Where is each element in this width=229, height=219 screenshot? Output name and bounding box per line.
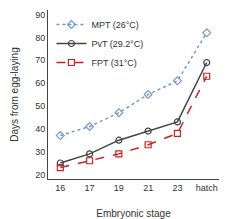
svg-text:80: 80 [35,33,45,43]
svg-text:21: 21 [143,183,153,193]
svg-text:30: 30 [35,147,45,157]
svg-text:Days from egg-laying: Days from egg-laying [9,47,20,141]
svg-text:FPT (31°C): FPT (31°C) [91,58,136,68]
svg-text:90: 90 [35,10,45,20]
svg-text:16: 16 [55,183,65,193]
svg-text:19: 19 [114,183,124,193]
svg-text:50: 50 [35,101,45,111]
svg-text:20: 20 [35,170,45,180]
svg-text:17: 17 [85,183,95,193]
svg-text:60: 60 [35,78,45,88]
svg-text:MPT (26°C): MPT (26°C) [91,20,138,30]
svg-text:70: 70 [35,55,45,65]
svg-text:Embryonic stage: Embryonic stage [96,208,171,219]
svg-text:PvT (29.2°C): PvT (29.2°C) [91,39,143,49]
svg-text:23: 23 [172,183,182,193]
svg-text:hatch: hatch [196,183,218,193]
svg-text:40: 40 [35,124,45,134]
